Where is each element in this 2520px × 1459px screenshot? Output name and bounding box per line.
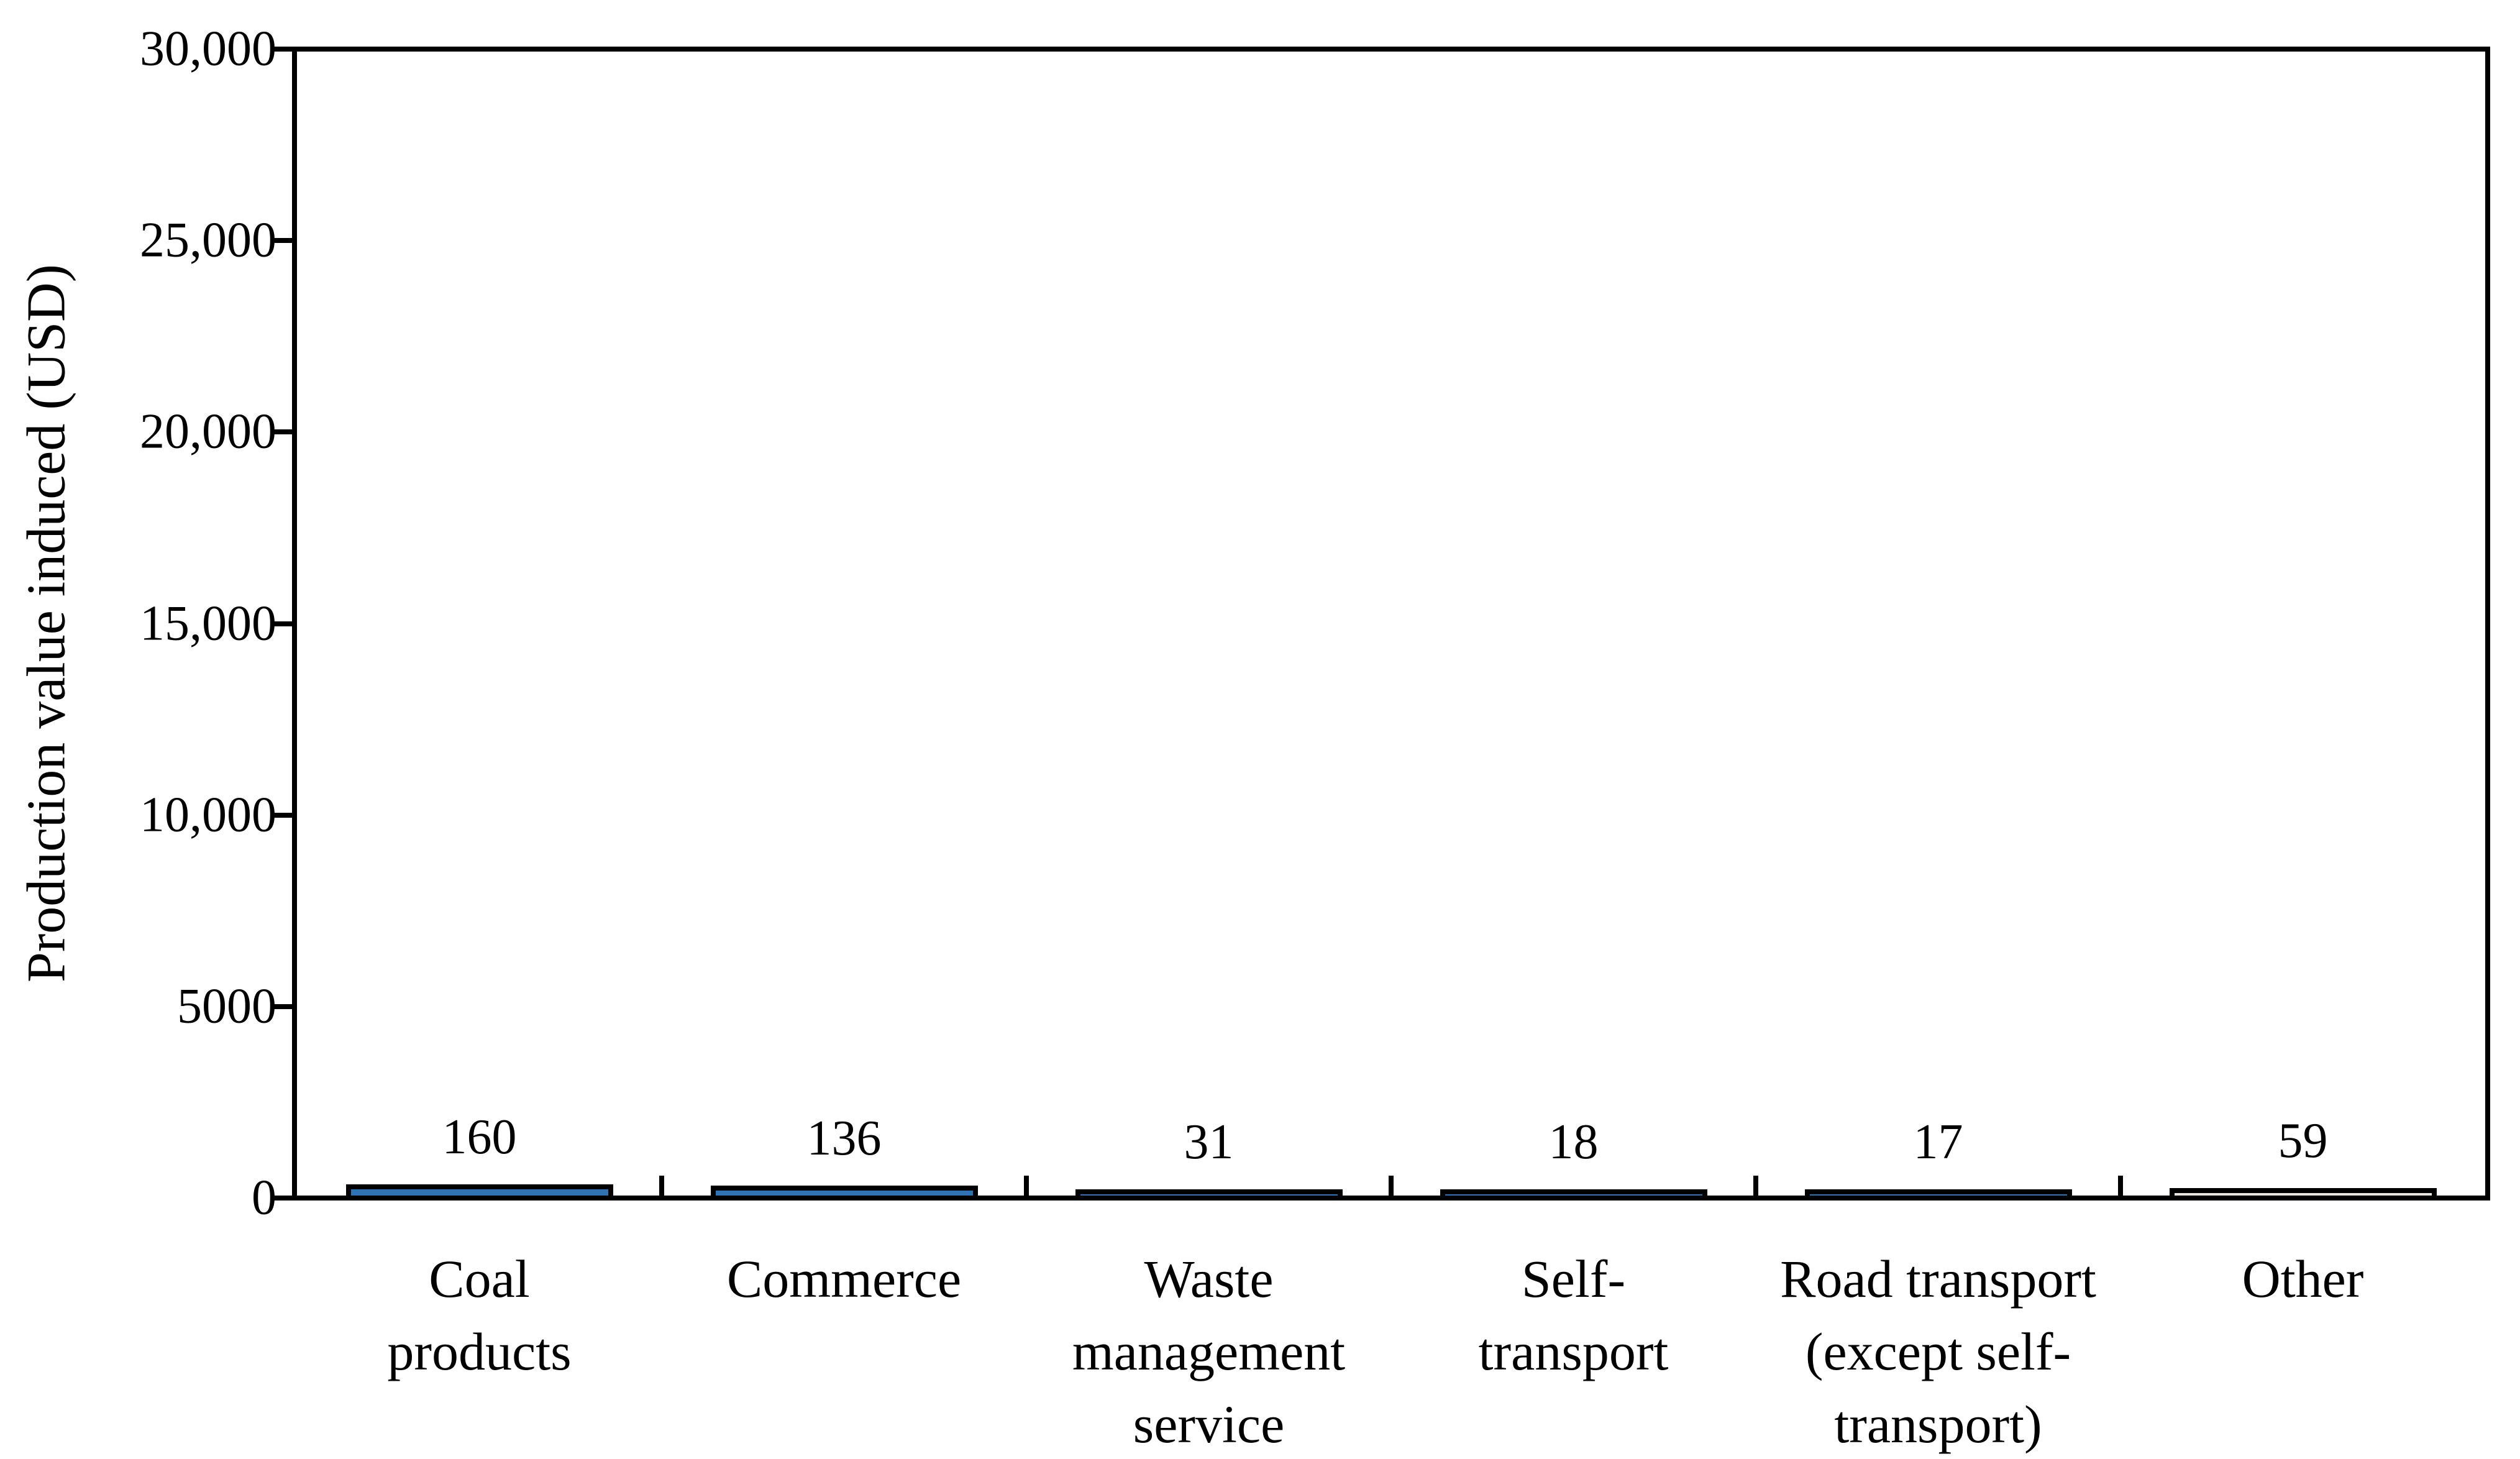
data-label: 59 xyxy=(2278,1114,2328,1168)
bar xyxy=(345,1184,613,1196)
y-tick-mark xyxy=(273,1004,292,1009)
y-tick-mark xyxy=(273,1196,292,1201)
y-tick-label: 15,000 xyxy=(140,596,276,651)
data-label: 136 xyxy=(806,1111,882,1166)
x-category-label-line: service xyxy=(1133,1394,1285,1454)
x-category-label-line: Road transport xyxy=(1780,1249,2096,1309)
y-tick-label: 10,000 xyxy=(140,787,276,843)
x-category-label-line: Self- xyxy=(1521,1249,1626,1309)
y-tick-mark xyxy=(273,429,292,435)
y-tick-label: 25,000 xyxy=(140,213,276,268)
y-axis-title: Production value induced (USD) xyxy=(16,264,77,982)
x-category-label-line: transport xyxy=(1478,1322,1669,1381)
bar xyxy=(710,1186,978,1196)
x-tick-mark xyxy=(1753,1176,1758,1196)
y-tick-mark xyxy=(273,238,292,244)
x-tick-mark xyxy=(1389,1176,1394,1196)
y-tick-mark xyxy=(273,621,292,626)
x-category-label-line: Commerce xyxy=(726,1249,962,1309)
bar xyxy=(1804,1189,2072,1196)
y-tick-label: 20,000 xyxy=(140,404,276,459)
x-tick-mark xyxy=(1024,1176,1029,1196)
bar xyxy=(1075,1189,1343,1196)
x-category-label-line: Coal xyxy=(429,1249,530,1309)
y-tick-mark xyxy=(273,812,292,818)
x-category-label: Coal products xyxy=(387,1243,571,1388)
x-category-label-line: transport) xyxy=(1834,1394,2042,1454)
y-tick-label: 5000 xyxy=(177,979,276,1034)
bar xyxy=(1440,1189,1707,1196)
x-tick-mark xyxy=(659,1176,664,1196)
data-label: 17 xyxy=(1913,1115,1963,1169)
bar xyxy=(2169,1188,2437,1196)
x-category-label-line: Other xyxy=(2242,1249,2364,1309)
x-tick-mark xyxy=(2118,1176,2123,1196)
x-category-label: Self-transport xyxy=(1479,1243,1669,1388)
y-tick-mark xyxy=(273,47,292,52)
x-category-label: Waste management service xyxy=(1072,1243,1345,1459)
data-label: 18 xyxy=(1548,1115,1599,1169)
x-category-label-line: (except self- xyxy=(1805,1322,2071,1381)
x-category-label: Other xyxy=(2242,1243,2364,1315)
x-category-label-line: products xyxy=(387,1322,572,1381)
x-category-label-line: management xyxy=(1072,1322,1346,1381)
y-tick-label: 0 xyxy=(252,1170,276,1225)
x-category-label: Commerce xyxy=(727,1243,961,1315)
plot-area: 160 136 31 18 17 59 xyxy=(292,47,2490,1201)
data-label: 31 xyxy=(1184,1115,1234,1169)
x-category-label-line: Waste xyxy=(1144,1249,1274,1309)
y-tick-label: 30,000 xyxy=(140,21,276,76)
data-label: 160 xyxy=(442,1110,517,1164)
x-category-label: Road transport (except self-transport) xyxy=(1780,1243,2096,1459)
